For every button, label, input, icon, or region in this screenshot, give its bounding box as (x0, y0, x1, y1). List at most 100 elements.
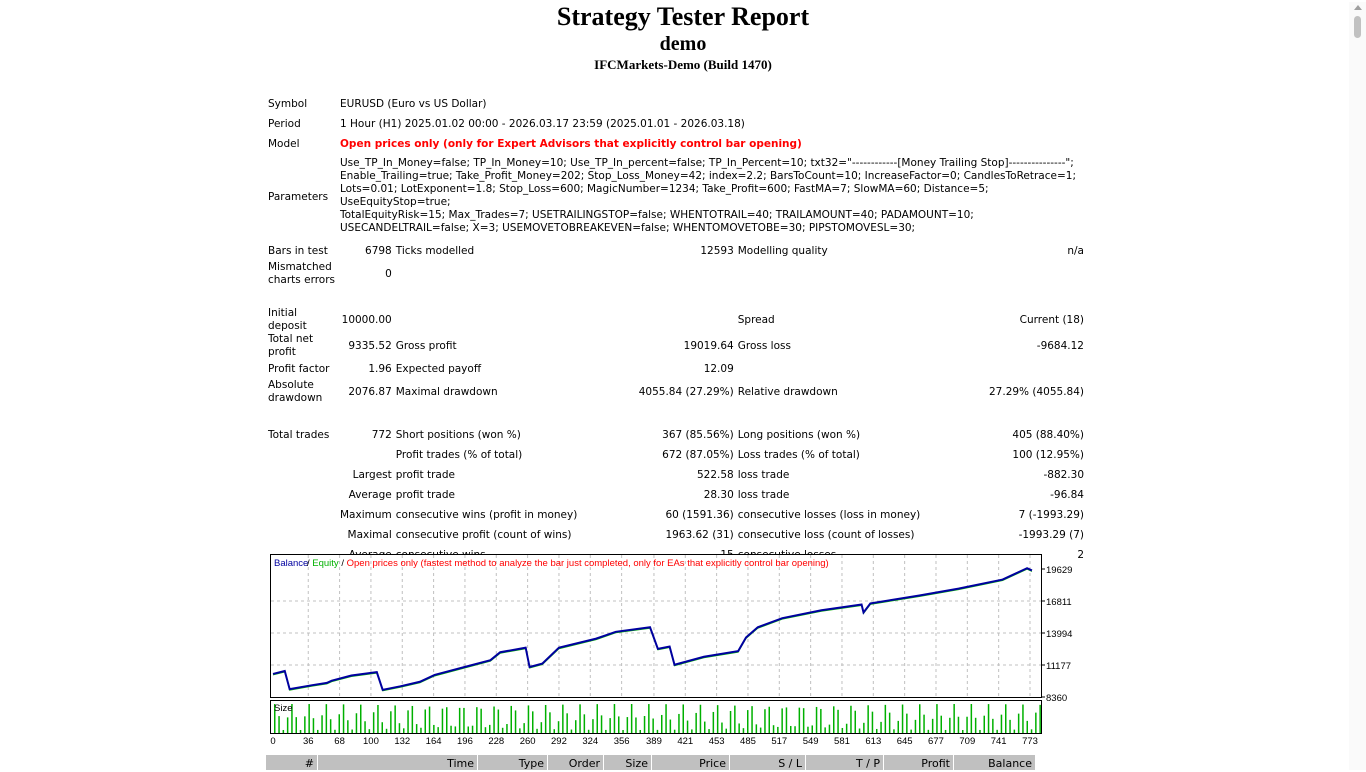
value: 367 (85.56%) (662, 428, 734, 441)
value: -1993.29 (7) (1018, 528, 1084, 541)
size-bar (334, 729, 336, 733)
size-bar (772, 725, 775, 733)
size-bar (953, 704, 955, 733)
size-bar (566, 713, 568, 733)
size-bar (682, 704, 684, 733)
size-bar (931, 718, 934, 733)
value: 2 (1077, 548, 1084, 561)
size-bar (747, 710, 749, 733)
size-bar (420, 727, 422, 733)
size-bar (360, 704, 362, 733)
size-bar (974, 717, 977, 733)
size-bar (338, 714, 340, 733)
value: 27.29% (4055.84) (989, 385, 1084, 398)
size-bar (794, 726, 796, 733)
x-tick-label: 164 (426, 736, 442, 747)
size-bar (325, 704, 328, 733)
y-tick-label: 11177 (1046, 661, 1071, 672)
label: loss trade (737, 488, 790, 501)
size-bar (712, 711, 715, 733)
server-build: IFCMarkets-Demo (Build 1470) (594, 57, 772, 72)
legend-note: Open prices only (fastest method to anal… (347, 558, 829, 569)
size-bar (540, 722, 543, 733)
label: Total net profit (268, 333, 314, 358)
size-bar (471, 725, 474, 733)
column-header: Profit (884, 755, 954, 770)
size-bar (428, 706, 431, 733)
size-bar (347, 720, 349, 733)
size-bar (308, 704, 310, 733)
size-label: Size (274, 703, 292, 714)
x-tick-label: 741 (991, 736, 1007, 747)
x-tick-label: 549 (803, 736, 819, 747)
label: Initial deposit (268, 307, 307, 332)
x-tick-label: 581 (834, 736, 850, 747)
size-bar (897, 720, 899, 733)
size-bar (600, 715, 603, 733)
size-bar (570, 729, 573, 733)
value: 772 (371, 428, 392, 441)
size-bar (407, 710, 409, 733)
x-tick-label: 100 (363, 736, 379, 747)
size-bar (480, 708, 482, 733)
size-bar (441, 708, 444, 733)
size-bar (403, 728, 405, 733)
size-bar (777, 726, 779, 733)
size-bar (377, 704, 379, 733)
parameters-value: Use_TP_In_Money=false; TP_In_Money=10; U… (338, 154, 1086, 241)
balance-chart: Balance / Equity / Open prices only (fas… (270, 554, 1072, 747)
size-bar (841, 727, 844, 733)
size-bar (643, 716, 646, 733)
label: Total trades (268, 428, 330, 441)
label: consecutive wins (profit in money) (395, 508, 578, 521)
size-bar (867, 705, 869, 733)
scrollbar[interactable] (1349, 2, 1366, 770)
column-header: Balance (954, 755, 1036, 770)
size-bar (372, 712, 375, 733)
report-title: Strategy Tester Report (556, 2, 810, 31)
size-bar (1022, 704, 1024, 733)
x-tick-label: 709 (959, 736, 975, 747)
size-bar (510, 705, 512, 733)
size-bar (785, 707, 788, 733)
y-tick-label: 13994 (1046, 629, 1072, 640)
scrollbar-thumb[interactable] (1354, 16, 1361, 38)
label: Mismatched charts errors (268, 261, 335, 286)
size-bar (764, 709, 766, 733)
label: Loss trades (% of total) (737, 448, 860, 461)
size-bar (708, 729, 710, 733)
column-header: # (266, 755, 318, 770)
model-value: Open prices only (only for Expert Adviso… (340, 137, 802, 150)
column-header: Size (604, 755, 652, 770)
x-tick-label: 228 (488, 736, 504, 747)
x-tick-label: 196 (457, 736, 473, 747)
value: 2076.87 (348, 385, 392, 398)
size-bar (282, 729, 285, 733)
size-bar (467, 726, 469, 733)
label: Bars in test (268, 244, 328, 257)
size-bar (656, 729, 659, 733)
value: 12.09 (703, 362, 734, 375)
column-header: S / L (730, 755, 806, 770)
size-bar (394, 705, 396, 733)
size-bar (390, 711, 392, 733)
size-bar (304, 716, 306, 733)
param-line: USECANDELTRAIL=false; X=3; USEMOVETOBREA… (340, 222, 916, 234)
size-bar (450, 725, 452, 733)
legend-equity: Equity (312, 558, 339, 569)
label: Profit trades (% of total) (395, 448, 523, 461)
label: Long positions (won %) (737, 428, 861, 441)
size-bar (557, 721, 560, 733)
size-bar (278, 716, 280, 733)
size-bar (884, 704, 887, 733)
size-bar (716, 705, 719, 733)
size-bar (936, 704, 938, 733)
label: Maximum (340, 508, 392, 521)
size-bar (781, 708, 783, 733)
size-bar (299, 729, 302, 733)
size-bar (1013, 729, 1016, 733)
size-bar (312, 718, 315, 733)
size-bar (876, 728, 878, 733)
size-bar (725, 728, 727, 733)
scroll-up-icon[interactable] (1354, 5, 1362, 10)
